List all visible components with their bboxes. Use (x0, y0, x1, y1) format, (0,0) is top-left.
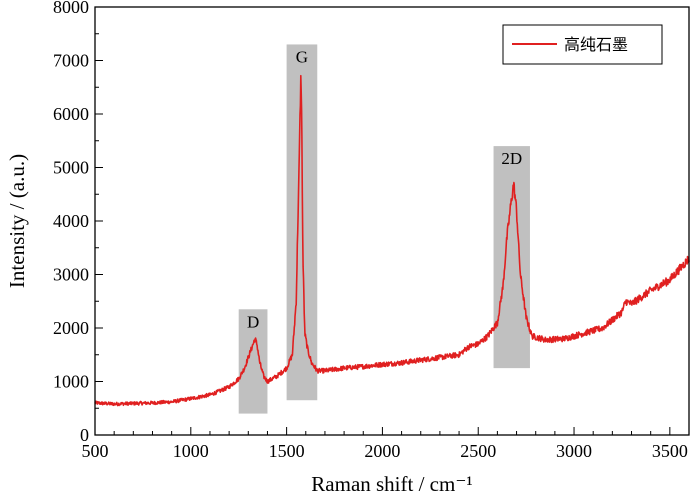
y-axis-label: Intensity / (a.u.) (5, 154, 29, 288)
legend-label: 高纯石墨 (564, 35, 628, 54)
y-axis-ticks: 0 1000 2000 3000 4000 5000 6000 7000 8000 (53, 0, 103, 445)
y-tick-label: 5000 (53, 158, 89, 178)
peak-labels: D G 2D (247, 47, 522, 331)
y-tick-label: 2000 (53, 318, 89, 338)
series-line (94, 74, 690, 407)
peak-label-d: D (247, 312, 259, 331)
peak-region-2d (493, 146, 530, 369)
y-tick-label: 3000 (53, 265, 89, 285)
y-tick-label: 7000 (53, 51, 89, 71)
x-tick-label: 500 (82, 441, 109, 461)
peak-highlight-regions (238, 44, 530, 414)
x-axis-ticks: 500 1000 1500 2000 2500 3000 3500 (82, 427, 690, 461)
plot-frame (94, 6, 690, 436)
series-layer (94, 74, 690, 407)
x-tick-label: 2500 (460, 441, 496, 461)
y-tick-label: 8000 (53, 0, 89, 17)
peak-region-d (238, 309, 268, 414)
peak-label-2d: 2D (501, 149, 522, 168)
x-axis-label: Raman shift / cm⁻¹ (311, 472, 472, 496)
x-tick-label: 3000 (556, 441, 592, 461)
legend: 高纯石墨 (502, 24, 663, 65)
x-tick-label: 1500 (269, 441, 305, 461)
y-tick-label: 0 (80, 425, 89, 445)
peak-label-g: G (296, 47, 308, 66)
y-tick-label: 6000 (53, 104, 89, 124)
y-tick-label: 1000 (53, 372, 89, 392)
x-tick-label: 2000 (364, 441, 400, 461)
x-tick-label: 1000 (173, 441, 209, 461)
y-tick-label: 4000 (53, 211, 89, 231)
x-tick-label: 3500 (652, 441, 688, 461)
